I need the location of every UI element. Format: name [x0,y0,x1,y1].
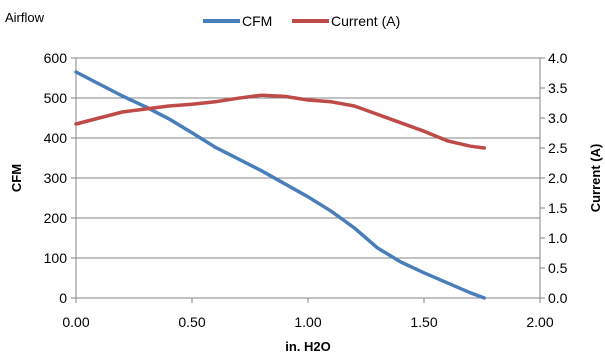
series-lines [74,70,487,300]
y2-tick-label: 1.0 [548,230,568,246]
y2-tick-label: 0.5 [548,260,568,276]
legend: CFM Current (A) [203,13,400,29]
y-tick-label: 0 [59,290,67,306]
y2-tick-label: 4.0 [548,50,568,66]
x-tick-label: 0.00 [62,314,89,330]
y-tick-label: 200 [44,210,68,226]
x-axis-title: in. H2O [285,339,331,354]
x-tick-label: 2.00 [526,314,553,330]
series-line-cfm [74,70,487,300]
y-tick-label: 100 [44,250,68,266]
gridlines [76,57,540,259]
legend-label-cfm: CFM [242,13,272,29]
y-tick-label: 400 [44,130,68,146]
x-tick-label: 0.50 [178,314,205,330]
y2-tick-label: 2.5 [548,140,568,156]
y-tick-label: 300 [44,170,68,186]
x-tick-label: 1.50 [410,314,437,330]
y-axis-title: CFM [9,164,24,192]
chart-title: Airflow [5,10,45,25]
y2-axis-title: Current (A) [588,144,603,213]
y2-tick-label: 1.5 [548,200,568,216]
y2-tick-label: 0.0 [548,290,568,306]
series-line-current [74,93,487,150]
legend-label-current: Current (A) [331,13,400,29]
y-tick-label: 600 [44,50,68,66]
x-tick-label: 1.00 [294,314,321,330]
y-tick-label: 500 [44,90,68,106]
tick-labels: 0 100 200 300 400 500 600 0.0 0.5 1.0 1.5 2.0 2.5 3.0… [44,50,568,330]
y2-tick-label: 2.0 [548,170,568,186]
y2-tick-label: 3.5 [548,80,568,96]
y2-tick-label: 3.0 [548,110,568,126]
